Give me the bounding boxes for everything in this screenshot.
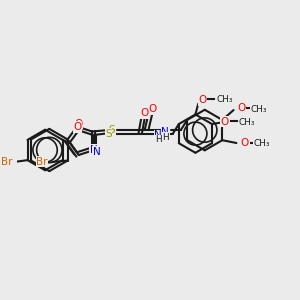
Text: Br: Br xyxy=(1,157,12,166)
Text: N: N xyxy=(93,147,101,157)
Text: O: O xyxy=(74,119,82,129)
Text: S: S xyxy=(105,129,112,139)
Text: O: O xyxy=(148,104,157,115)
Text: Br: Br xyxy=(36,157,48,167)
Text: N: N xyxy=(161,127,169,137)
Text: O: O xyxy=(73,122,81,132)
Text: O: O xyxy=(241,138,249,148)
Text: CH₃: CH₃ xyxy=(239,118,255,127)
Text: O: O xyxy=(198,95,206,105)
Text: CH₃: CH₃ xyxy=(254,140,270,148)
Text: H: H xyxy=(162,133,169,142)
Text: CH₃: CH₃ xyxy=(251,105,267,114)
Text: N: N xyxy=(154,130,162,140)
Text: O: O xyxy=(221,117,229,127)
Text: H: H xyxy=(154,135,161,144)
Text: O: O xyxy=(141,108,149,118)
Text: N: N xyxy=(90,145,98,155)
Text: CH₃: CH₃ xyxy=(217,95,233,104)
Text: S: S xyxy=(109,125,115,135)
Text: O: O xyxy=(237,103,246,113)
